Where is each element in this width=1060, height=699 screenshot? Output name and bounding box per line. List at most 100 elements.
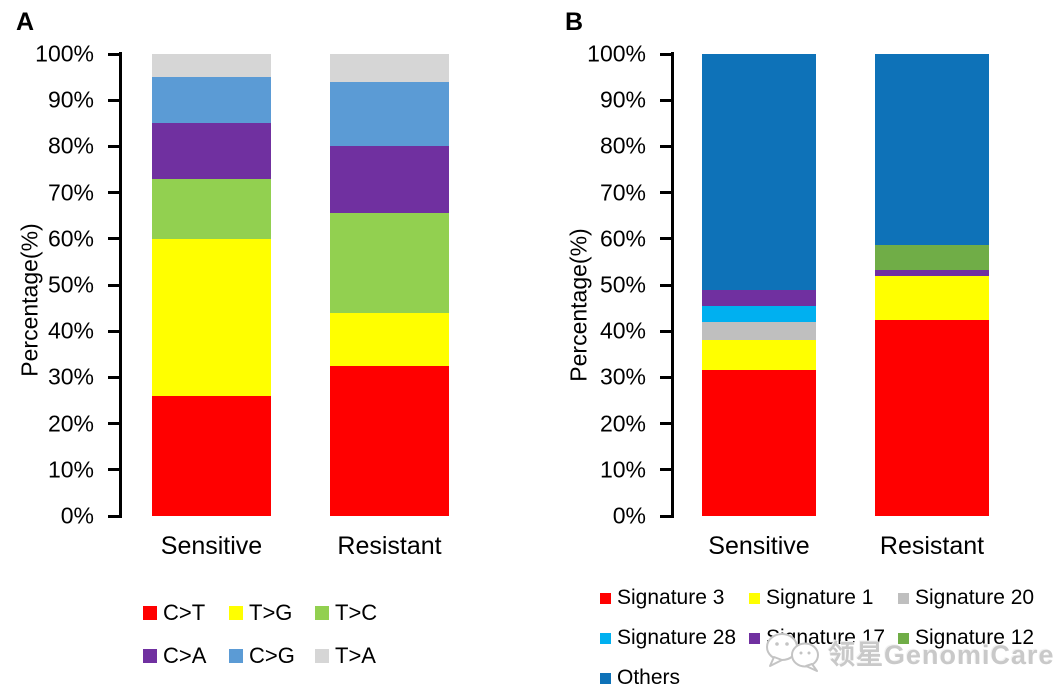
y-tick-label: 90% bbox=[599, 86, 646, 113]
bar-segment bbox=[702, 54, 816, 290]
bar-sensitive bbox=[702, 54, 816, 516]
bar-segment bbox=[875, 275, 989, 320]
legend-item: T>G bbox=[229, 600, 293, 625]
legend-label: C>G bbox=[249, 643, 295, 668]
legend-swatch bbox=[898, 632, 909, 644]
y-tick-label: 100% bbox=[35, 40, 94, 67]
y-tick-label: 80% bbox=[599, 132, 646, 159]
y-axis bbox=[671, 52, 674, 518]
bar-segment bbox=[152, 395, 271, 516]
bar-resistant bbox=[330, 54, 449, 516]
bar-segment bbox=[875, 319, 989, 516]
y-tick-label: 70% bbox=[599, 179, 646, 206]
y-tick-label: 10% bbox=[47, 456, 94, 483]
y-tick-label: 0% bbox=[612, 502, 646, 529]
y-tick bbox=[108, 98, 119, 102]
legend-label: C>T bbox=[163, 600, 206, 625]
panel-letter: B bbox=[565, 8, 584, 36]
legend-item: C>A bbox=[143, 643, 207, 668]
y-tick bbox=[660, 422, 671, 426]
bar-segment bbox=[702, 370, 816, 516]
y-tick bbox=[660, 283, 671, 287]
bar-segment bbox=[152, 77, 271, 124]
legend-label: C>A bbox=[163, 643, 207, 668]
bar-resistant bbox=[875, 54, 989, 516]
y-tick bbox=[108, 191, 119, 195]
bar-segment bbox=[330, 213, 449, 313]
bar-segment bbox=[152, 178, 271, 239]
legend-item: Signature 1 bbox=[749, 586, 873, 610]
y-tick bbox=[108, 422, 119, 426]
y-tick-label: 90% bbox=[47, 86, 94, 113]
legend-swatch bbox=[315, 606, 329, 620]
bar-segment bbox=[330, 81, 449, 147]
legend-swatch bbox=[600, 632, 611, 644]
legend-item: Signature 28 bbox=[600, 626, 736, 650]
bar-segment bbox=[152, 123, 271, 179]
legend-swatch bbox=[600, 672, 611, 684]
y-tick bbox=[108, 514, 119, 518]
legend-item: Others bbox=[600, 666, 680, 690]
bar-segment bbox=[330, 312, 449, 366]
category-label: Resistant bbox=[337, 532, 442, 560]
bar-segment bbox=[330, 365, 449, 516]
legend-swatch bbox=[143, 606, 157, 620]
y-tick-label: 10% bbox=[599, 456, 646, 483]
bar-segment bbox=[702, 289, 816, 306]
legend-label: Signature 1 bbox=[766, 586, 874, 609]
legend-label: Others bbox=[617, 666, 681, 689]
legend-label: Signature 28 bbox=[617, 626, 737, 649]
legend-label: Signature 3 bbox=[617, 586, 725, 609]
legend-item: Signature 12 bbox=[898, 626, 1034, 650]
y-tick-label: 20% bbox=[47, 410, 94, 437]
legend-item: Signature 20 bbox=[898, 586, 1034, 610]
panel-a: A Percentage(%) 0% 10% 20% 30% 40% 50% 60% 70% 80%… bbox=[16, 8, 449, 668]
y-tick-label: 60% bbox=[599, 225, 646, 252]
legend-label: Signature 20 bbox=[915, 586, 1035, 609]
y-tick bbox=[108, 329, 119, 333]
watermark: 领星GenomiCare bbox=[762, 630, 1055, 674]
legend-item: T>C bbox=[315, 600, 378, 625]
bar-segment bbox=[330, 146, 449, 214]
legend-swatch bbox=[315, 649, 329, 663]
y-tick bbox=[108, 237, 119, 241]
legend-label: T>C bbox=[335, 600, 378, 625]
y-tick bbox=[108, 375, 119, 379]
bar-segment bbox=[875, 244, 989, 270]
y-tick-label: 40% bbox=[47, 317, 94, 344]
legend-swatch bbox=[229, 606, 243, 620]
bar-segment bbox=[875, 54, 989, 245]
legend-label: T>A bbox=[335, 643, 376, 668]
y-tick-label: 0% bbox=[60, 502, 94, 529]
y-tick-label: 50% bbox=[47, 271, 94, 298]
y-tick-label: 70% bbox=[47, 179, 94, 206]
y-tick-label: 50% bbox=[599, 271, 646, 298]
panel-letter: A bbox=[16, 8, 35, 36]
legend-swatch bbox=[143, 649, 157, 663]
legend-label: T>G bbox=[249, 600, 293, 625]
legend-label: Signature 12 bbox=[915, 626, 1035, 649]
y-tick-label: 30% bbox=[47, 363, 94, 390]
bar-segment bbox=[152, 54, 271, 78]
y-tick bbox=[108, 468, 119, 472]
y-tick-label: 20% bbox=[599, 410, 646, 437]
y-tick bbox=[108, 283, 119, 287]
bar-segment bbox=[702, 321, 816, 341]
y-tick-label: 30% bbox=[599, 363, 646, 390]
bar-segment bbox=[330, 54, 449, 82]
y-tick bbox=[660, 191, 671, 195]
y-axis bbox=[119, 52, 122, 518]
y-tick-label: 40% bbox=[599, 317, 646, 344]
category-label: Sensitive bbox=[160, 532, 263, 560]
y-tick-label: 100% bbox=[587, 40, 646, 67]
legend-item: C>T bbox=[143, 600, 206, 625]
y-tick bbox=[108, 52, 119, 56]
y-tick bbox=[660, 468, 671, 472]
y-tick bbox=[108, 144, 119, 148]
category-label: Resistant bbox=[879, 532, 985, 560]
bar-sensitive bbox=[152, 54, 271, 516]
y-tick bbox=[660, 329, 671, 333]
y-tick bbox=[660, 52, 671, 56]
y-tick-label: 60% bbox=[47, 225, 94, 252]
legend-swatch bbox=[600, 592, 611, 604]
